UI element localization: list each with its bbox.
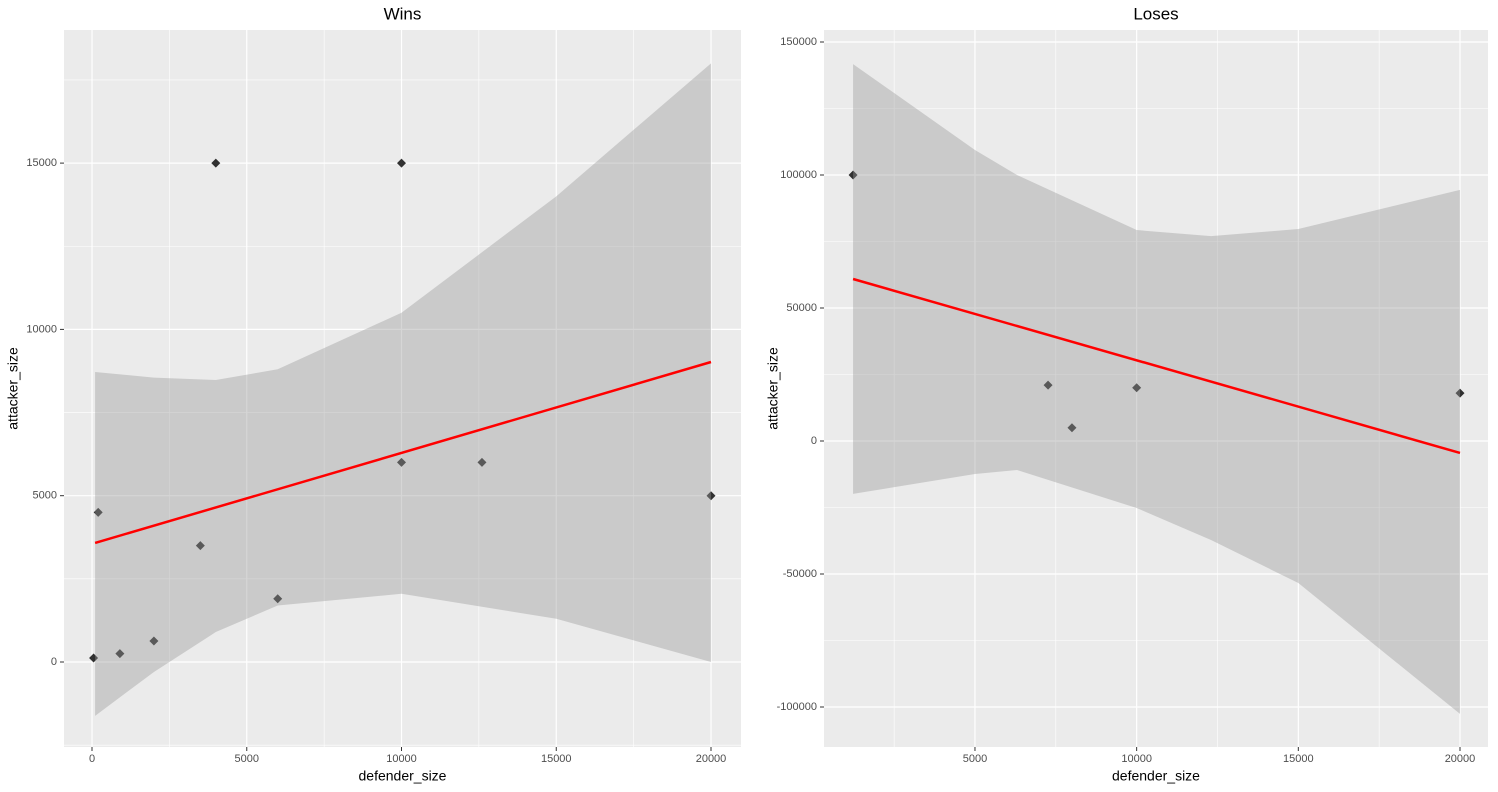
y-tick-label: -100000 <box>777 701 817 713</box>
y-tick-label: 15000 <box>26 157 57 169</box>
y-tick-label: -50000 <box>783 568 817 580</box>
point <box>397 457 407 467</box>
point <box>848 170 858 180</box>
x-tick-label: 20000 <box>1445 753 1476 765</box>
x-tick-label: 10000 <box>386 753 417 765</box>
panel: 5000 10000 15000 20000 -100000 -50000 0 50000 10… <box>765 4 1488 784</box>
panel: 0 5000 10000 15000 20000 0 5000 10000 15000 Wins d… <box>5 4 741 784</box>
y-tick-label: 100000 <box>780 169 817 181</box>
point <box>1455 388 1465 398</box>
x-tick-label: 10000 <box>1121 753 1152 765</box>
y-tick-label: 150000 <box>780 36 817 48</box>
x-tick-label: 20000 <box>696 753 727 765</box>
point <box>149 636 159 646</box>
point <box>195 541 205 551</box>
fit-line <box>852 277 1461 455</box>
point <box>211 158 221 168</box>
chart-title: Loses <box>1133 4 1178 23</box>
x-tick-label: 15000 <box>1283 753 1314 765</box>
x-tick-label: 5000 <box>235 753 259 765</box>
point <box>1043 380 1053 390</box>
x-axis-label: defender_size <box>359 768 447 784</box>
point <box>706 491 716 501</box>
x-axis-label: defender_size <box>1112 768 1200 784</box>
x-tick-label: 15000 <box>541 753 572 765</box>
point <box>477 457 487 467</box>
point <box>397 158 407 168</box>
fit-line <box>94 360 712 545</box>
y-axis-label: attacker_size <box>5 347 21 430</box>
chart-title: Wins <box>384 4 422 23</box>
y-tick-label: 50000 <box>786 302 817 314</box>
confidence-band <box>853 64 1460 714</box>
x-tick-label: 0 <box>89 753 95 765</box>
y-tick-label: 10000 <box>26 323 57 335</box>
x-tick-label: 5000 <box>963 753 987 765</box>
y-axis-label: attacker_size <box>765 347 781 430</box>
point <box>115 649 125 659</box>
y-tick-label: 0 <box>51 656 57 668</box>
point <box>1132 383 1142 393</box>
confidence-band <box>95 63 712 716</box>
plot-background <box>64 30 741 747</box>
point <box>89 653 99 663</box>
point <box>93 507 103 517</box>
point <box>273 594 283 604</box>
y-tick-label: 5000 <box>33 490 57 502</box>
point <box>1067 423 1077 433</box>
plot-background <box>824 30 1488 747</box>
y-tick-label: 0 <box>811 435 817 447</box>
